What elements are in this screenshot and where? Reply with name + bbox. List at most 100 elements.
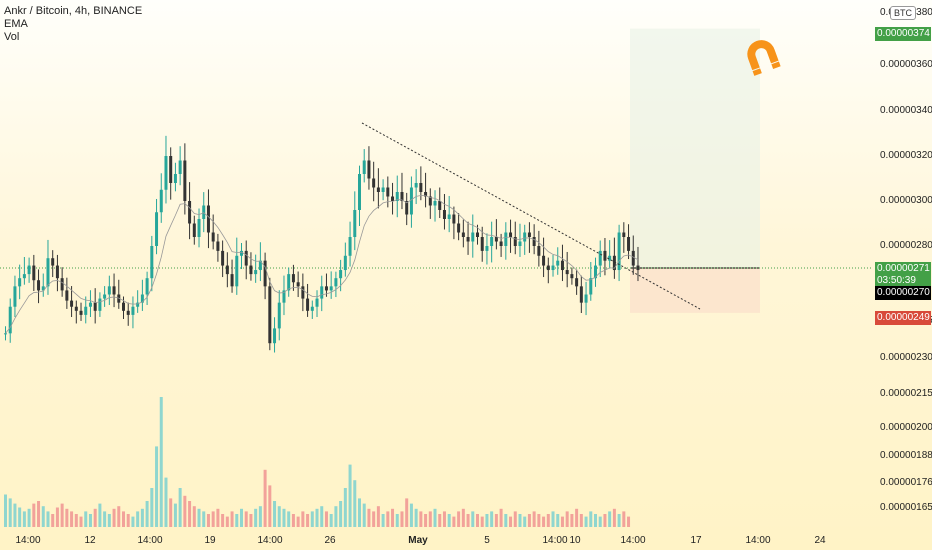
candle-body — [376, 187, 380, 192]
volume-bar — [329, 514, 333, 527]
price-chart[interactable] — [0, 0, 872, 530]
candle-body — [287, 274, 291, 291]
candle-body — [60, 278, 64, 291]
volume-bar — [282, 508, 286, 527]
currency-badge[interactable]: BTC — [890, 6, 916, 20]
candle-body — [320, 286, 324, 299]
candle-body — [542, 255, 546, 266]
volume-bar — [395, 514, 399, 527]
volume-bar — [570, 514, 574, 527]
volume-bar — [343, 488, 347, 527]
candle-body — [594, 265, 597, 279]
candle-body — [362, 160, 366, 174]
volume-bar — [296, 516, 300, 527]
trendline — [361, 122, 701, 310]
price-tick-label: 0.00000176 — [880, 477, 932, 488]
candle-body — [334, 278, 338, 287]
volume-bar — [93, 508, 97, 527]
price-tick-label: 0.00000165 — [880, 502, 932, 513]
volume-bar — [518, 514, 522, 527]
candle-body — [476, 232, 479, 237]
volume-bar — [103, 511, 107, 527]
volume-bar — [258, 506, 262, 527]
volume-bar — [145, 501, 149, 527]
volume-bar — [575, 508, 579, 527]
volume-bar — [579, 514, 583, 527]
candle-body — [636, 265, 640, 271]
symbol-title[interactable]: Ankr / Bitcoin, 4h, BINANCE — [4, 5, 143, 17]
volume-bar — [41, 506, 45, 527]
volume-bar — [598, 516, 602, 527]
volume-bar — [27, 508, 31, 527]
volume-bar — [13, 503, 17, 527]
volume-bar — [22, 511, 26, 527]
candle-body — [4, 333, 7, 335]
volume-bar — [504, 514, 508, 527]
volume-bar — [225, 516, 229, 527]
candle-body — [145, 278, 149, 295]
volume-bar — [79, 516, 83, 527]
candle-body — [55, 265, 59, 279]
volume-indicator-label[interactable]: Vol — [4, 31, 20, 43]
volume-bar — [551, 511, 555, 527]
candle-body — [93, 302, 97, 311]
volume-bar — [140, 508, 144, 527]
volume-bar — [277, 506, 281, 527]
candle-body — [88, 302, 92, 307]
volume-bar — [112, 508, 116, 527]
candle-body — [310, 306, 314, 311]
candle-body — [556, 260, 560, 266]
volume-bar — [546, 514, 550, 527]
time-tick-label: 19 — [204, 535, 216, 546]
volume-bar — [452, 516, 456, 527]
time-tick-label: 10 — [569, 535, 581, 546]
volume-bar — [310, 511, 314, 527]
volume-bar — [490, 511, 494, 527]
candle-body — [560, 260, 564, 271]
candle-body — [452, 214, 456, 224]
volume-bar — [221, 514, 225, 527]
candle-body — [41, 286, 45, 291]
candle-body — [603, 250, 607, 261]
volume-bar — [409, 503, 413, 527]
candle-body — [136, 302, 140, 307]
volume-bar — [527, 514, 531, 527]
volume-bar — [183, 495, 187, 527]
volume-bar — [428, 511, 432, 527]
candle-body — [329, 286, 333, 291]
time-tick-label: 24 — [814, 535, 826, 546]
time-tick-label: 14:00 — [257, 535, 283, 546]
candle-body — [485, 246, 489, 251]
candle-body — [240, 250, 243, 256]
volume-bar — [178, 488, 182, 527]
candle-body — [386, 187, 390, 197]
stop-price-tag: 0.00000249 — [875, 311, 931, 325]
volume-bar — [376, 506, 380, 527]
ema-indicator-label[interactable]: EMA — [4, 18, 28, 30]
time-tick-label: 14:00 — [15, 535, 41, 546]
volume-bar — [150, 488, 154, 527]
candle-body — [339, 270, 343, 279]
candle-body — [461, 232, 465, 237]
volume-bar — [372, 511, 376, 527]
candle-body — [570, 274, 574, 279]
candle-body — [372, 178, 376, 188]
volume-bar — [537, 514, 541, 527]
candle-body — [178, 160, 182, 174]
volume-bar — [509, 516, 513, 527]
volume-bar — [169, 498, 173, 527]
candle-body — [494, 237, 498, 242]
volume-bar — [348, 464, 352, 527]
volume-bar — [315, 508, 319, 527]
time-axis[interactable]: 14:00 12 14:00 19 14:00 26 May 5 14:00 10 14:00 17 1… — [0, 530, 872, 550]
volume-bar — [471, 511, 475, 527]
candle-body — [405, 201, 409, 215]
volume-bar — [88, 514, 92, 527]
volume-bar — [301, 511, 305, 527]
volume-bar — [136, 511, 140, 527]
volume-bar — [513, 511, 517, 527]
volume-bar — [485, 514, 489, 527]
volume-bar — [622, 511, 626, 527]
volume-bar — [306, 514, 310, 527]
candle-body — [301, 286, 305, 299]
